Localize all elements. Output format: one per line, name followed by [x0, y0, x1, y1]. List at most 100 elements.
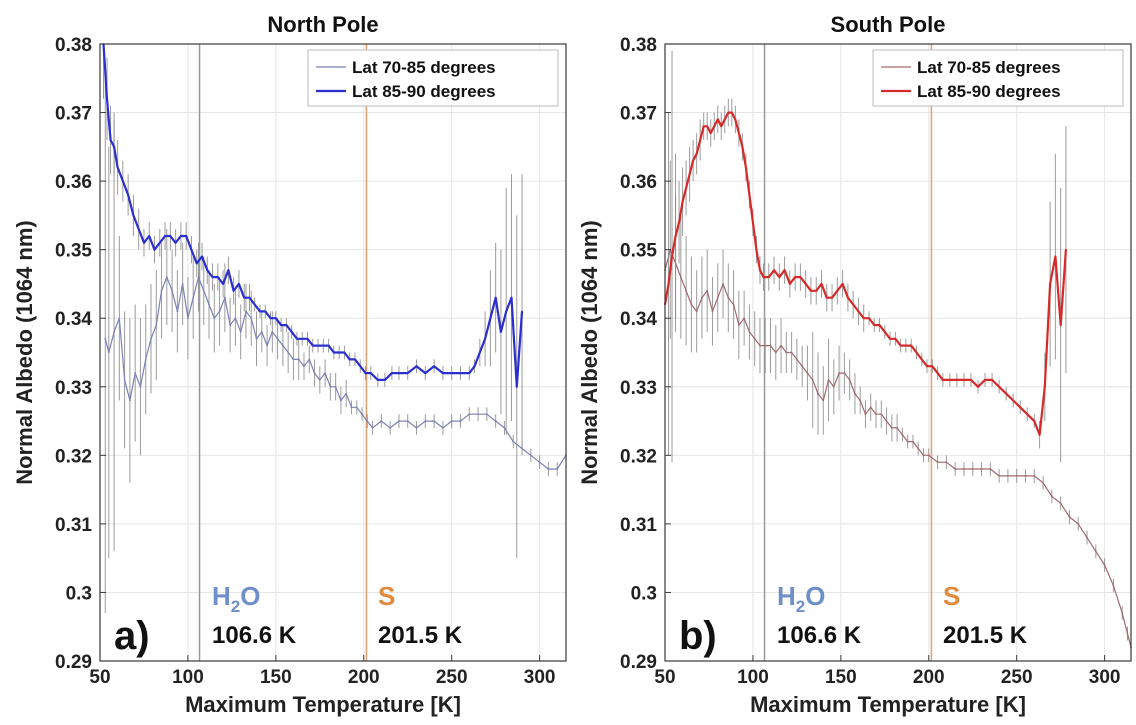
data-point	[165, 276, 168, 278]
data-point	[846, 296, 849, 299]
data-point	[197, 276, 200, 278]
data-point	[222, 283, 224, 285]
data-point	[692, 159, 695, 162]
data-point	[266, 344, 268, 347]
data-point	[364, 372, 367, 374]
data-point	[371, 427, 374, 429]
data-point	[433, 420, 436, 422]
data-point	[313, 372, 316, 374]
data-point	[238, 283, 240, 285]
data-point	[991, 379, 993, 381]
data-point	[956, 379, 958, 381]
data-point	[748, 193, 751, 196]
x-tick-label: 200	[913, 667, 945, 688]
data-point	[415, 427, 418, 429]
chart-title: North Pole	[267, 12, 378, 37]
data-point	[369, 372, 372, 374]
data-point	[811, 379, 814, 381]
data-point	[936, 372, 939, 374]
data-point	[274, 317, 277, 320]
panel-label: b)	[679, 614, 717, 658]
data-point	[783, 269, 786, 272]
data-point	[832, 385, 835, 388]
species-main: S	[943, 581, 960, 611]
y-tick-label: 0.3	[66, 583, 92, 604]
data-point	[685, 289, 688, 292]
series-line	[104, 276, 567, 470]
y-tick-label: 0.37	[620, 104, 657, 125]
data-point	[744, 166, 747, 169]
data-point	[442, 427, 444, 429]
data-point	[113, 145, 115, 148]
data-point	[727, 111, 730, 114]
chart-panel-south-pole: 50 100 150 200 250 300 0.29 0.3 0.31 0.32 0.33 0.34…	[577, 12, 1132, 717]
data-point	[980, 468, 983, 470]
x-tick-label: 100	[172, 667, 204, 688]
data-point	[801, 365, 804, 368]
data-point	[1112, 584, 1115, 587]
x-tick-label: 300	[524, 667, 556, 688]
data-point	[424, 372, 427, 374]
data-point	[799, 276, 802, 278]
legend: Lat 70-85 degrees Lat 85-90 degrees	[307, 49, 559, 107]
y-tick-label: 0.31	[620, 515, 657, 536]
data-point	[361, 413, 363, 416]
data-point	[253, 303, 256, 306]
data-point	[1059, 324, 1062, 326]
data-point	[788, 283, 791, 285]
data-point	[810, 289, 812, 292]
data-point	[841, 283, 844, 285]
data-point	[1042, 481, 1044, 484]
data-point	[674, 235, 677, 237]
data-point	[143, 241, 145, 244]
data-point	[836, 289, 839, 292]
data-point	[303, 365, 305, 368]
data-point	[727, 296, 730, 299]
data-point	[276, 337, 279, 340]
data-point	[468, 413, 471, 416]
data-point	[713, 125, 716, 128]
data-point	[169, 235, 172, 237]
data-point	[296, 337, 298, 340]
data-point	[873, 324, 876, 326]
data-point	[343, 351, 346, 354]
data-point	[201, 255, 203, 258]
data-point	[831, 296, 833, 299]
reference-value-label: 106.6 K	[212, 622, 297, 649]
data-point	[355, 406, 358, 409]
data-point	[468, 372, 471, 374]
y-tick-label: 0.33	[55, 378, 92, 399]
data-point	[160, 289, 163, 292]
legend-label: Lat 85-90 degrees	[917, 82, 1061, 101]
data-point	[852, 303, 855, 306]
x-tick-label: 300	[1089, 667, 1121, 688]
data-point	[128, 399, 131, 402]
data-point	[998, 385, 1001, 388]
legend-label: Lat 70-85 degrees	[917, 58, 1061, 77]
data-point	[1059, 502, 1062, 505]
data-point	[883, 331, 886, 333]
y-tick-label: 0.36	[620, 172, 657, 193]
data-point	[862, 317, 865, 320]
data-point	[113, 331, 115, 333]
data-point	[334, 385, 337, 388]
data-point	[176, 310, 179, 313]
data-point	[822, 399, 825, 402]
data-point	[1126, 632, 1129, 635]
data-point	[1033, 475, 1036, 477]
species-main: S	[378, 581, 395, 611]
series-2	[102, 43, 524, 559]
data-point	[359, 365, 362, 368]
reference-species-label: H2O	[212, 581, 260, 616]
data-point	[285, 324, 288, 326]
data-point	[153, 248, 156, 251]
y-tick-label: 0.29	[55, 652, 92, 673]
x-tick-label: 250	[436, 667, 468, 688]
data-point	[984, 379, 986, 381]
y-tick-label: 0.34	[620, 309, 657, 330]
data-point	[243, 296, 246, 299]
data-point	[890, 427, 893, 429]
data-point	[963, 468, 965, 470]
y-tick-label: 0.32	[55, 446, 92, 467]
reference-value-label: 201.5 K	[378, 622, 463, 649]
